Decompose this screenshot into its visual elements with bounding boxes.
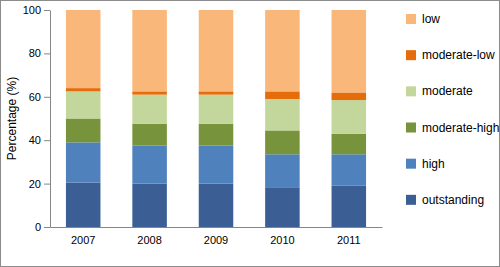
legend-swatch (406, 50, 416, 60)
legend-swatch (406, 195, 416, 205)
x-tick: 2009 (204, 227, 228, 246)
bar-segment (332, 186, 367, 227)
bar-segment (66, 88, 101, 91)
bar-segment (265, 154, 300, 188)
y-tick-label: 100 (23, 4, 41, 16)
x-tick-label: 2010 (270, 234, 294, 246)
y-tick-mark (44, 140, 50, 141)
legend-label: low (422, 12, 440, 26)
bar-segment (265, 188, 300, 227)
x-tick: 2010 (270, 227, 294, 246)
y-tick-mark (44, 227, 50, 228)
bar-segment (332, 154, 367, 185)
bar-segment (66, 10, 101, 88)
chart-frame (1, 1, 500, 267)
legend-label: outstanding (422, 193, 484, 207)
bar-segment (132, 95, 167, 124)
bar-segment (199, 95, 234, 124)
y-axis: 0 20 40 60 80 100 (23, 4, 51, 233)
bar-segment (132, 10, 167, 91)
bar-segment (265, 130, 300, 154)
bar-segment (199, 146, 234, 184)
x-axis: 2007 2008 2009 2010 2011 (51, 227, 383, 246)
bar-segment (132, 146, 167, 184)
bar-segment (265, 91, 300, 99)
bar-segment (199, 10, 234, 91)
legend-label: moderate-low (422, 48, 495, 62)
x-tick: 2008 (137, 227, 161, 246)
x-tick-label: 2009 (204, 234, 228, 246)
y-tick-label: 60 (29, 91, 41, 103)
bar-segment (66, 91, 101, 118)
bar-segment (199, 124, 234, 146)
legend-swatch (406, 159, 416, 169)
y-tick-mark (44, 10, 50, 11)
legend-item: moderate (406, 84, 473, 98)
legend-label: moderate-high (422, 121, 499, 135)
y-tick-label: 80 (29, 47, 41, 59)
plot: 0 20 40 60 80 100 2007 2008 2009 2010 2011 (23, 4, 383, 246)
bar-segment (66, 142, 101, 182)
bar-segment (199, 91, 234, 94)
y-tick: 80 (29, 47, 50, 59)
bar-segment (332, 100, 367, 134)
legend-swatch (406, 123, 416, 133)
x-tick-label: 2008 (137, 234, 161, 246)
legend-item: outstanding (406, 193, 484, 207)
bar-segment (332, 134, 367, 155)
bar-segment (132, 91, 167, 94)
y-tick-mark (44, 53, 50, 54)
bar-segment (66, 183, 101, 227)
x-tick: 2007 (71, 227, 95, 246)
bar-segment (132, 184, 167, 227)
legend-item: high (406, 157, 445, 171)
bar-segment (66, 119, 101, 143)
y-axis-title: Percentage (%) (5, 77, 19, 160)
bar-segment (265, 99, 300, 130)
y-tick: 100 (23, 4, 50, 16)
bar-segment (265, 10, 300, 91)
bar-segment (132, 124, 167, 146)
y-axis-line (50, 11, 51, 228)
x-tick-label: 2011 (337, 234, 361, 246)
legend-item: moderate-high (406, 121, 499, 135)
y-tick: 20 (29, 178, 50, 190)
y-tick-mark (44, 184, 50, 185)
y-tick-label: 20 (29, 178, 41, 190)
x-tick: 2011 (337, 227, 361, 246)
legend-item: moderate-low (406, 48, 495, 62)
y-tick: 60 (29, 91, 50, 103)
bar-segment (332, 92, 367, 100)
legend: low moderate-low moderate moderate-high high… (406, 12, 499, 207)
legend-swatch (406, 86, 416, 96)
y-tick: 40 (29, 134, 50, 146)
legend-swatch (406, 14, 416, 24)
y-tick-label: 40 (29, 134, 41, 146)
bar-segment (332, 10, 367, 92)
x-tick-label: 2007 (71, 234, 95, 246)
legend-label: moderate (422, 84, 473, 98)
bar-segment (199, 184, 234, 227)
y-tick: 0 (35, 221, 50, 233)
bars (66, 10, 366, 227)
y-tick-mark (44, 97, 50, 98)
legend-label: high (422, 157, 445, 171)
chart: 0 20 40 60 80 100 2007 2008 2009 2010 2011 Percenta… (0, 0, 500, 267)
x-axis-line (51, 227, 383, 228)
y-tick-label: 0 (35, 221, 41, 233)
legend-item: low (406, 12, 440, 26)
